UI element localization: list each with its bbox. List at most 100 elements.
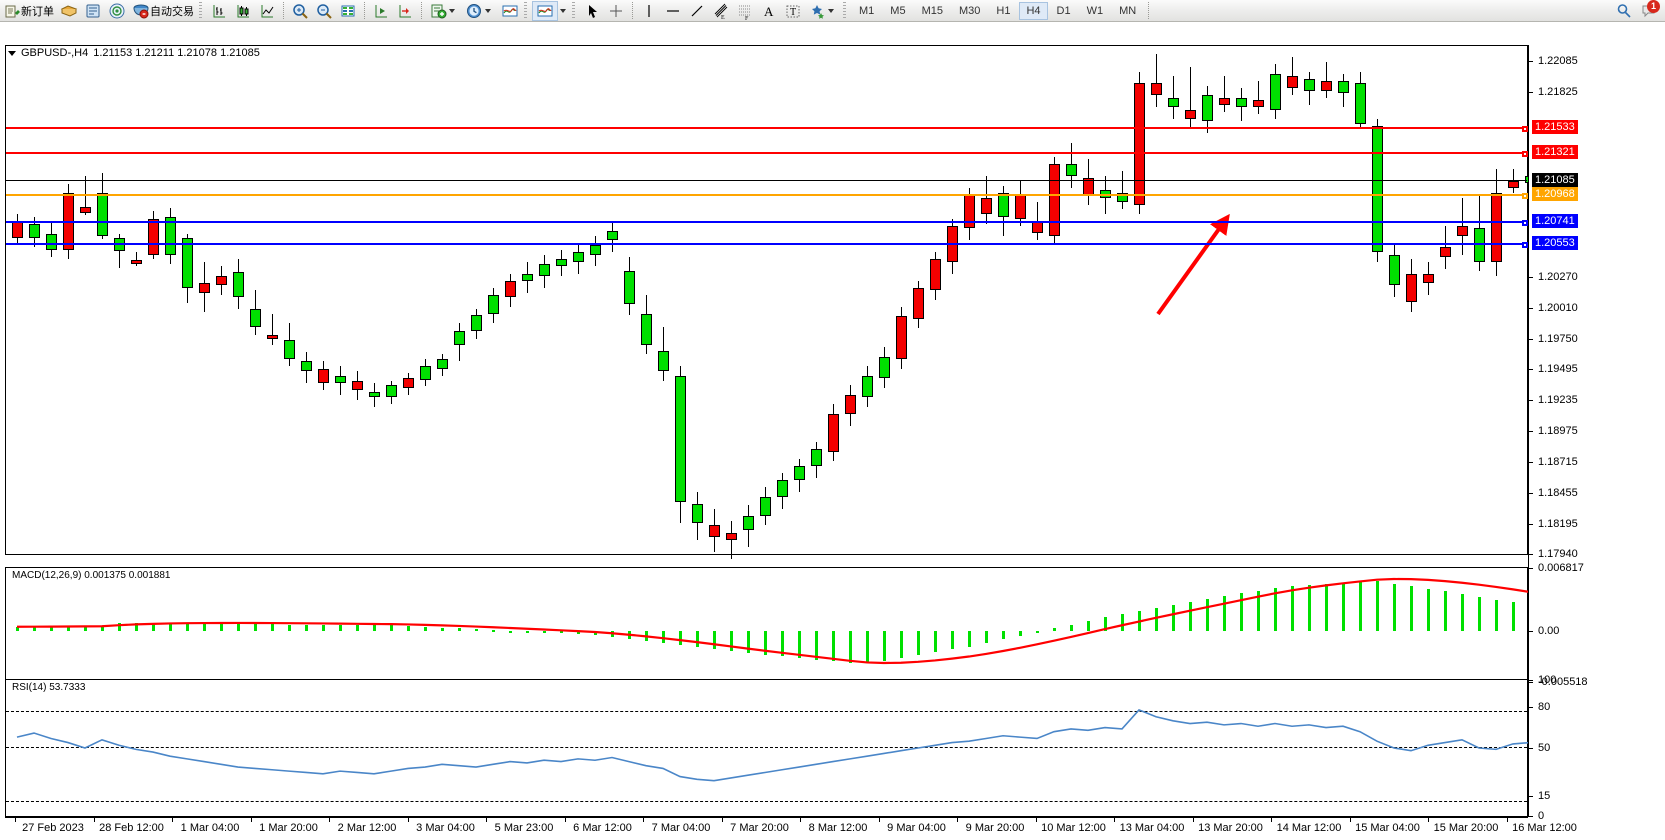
horizontal-line-button[interactable] <box>661 1 685 21</box>
price-tag-resistance-1[interactable]: 1.21533 <box>1532 120 1578 135</box>
chart-shift-button[interactable] <box>393 1 417 21</box>
candle-body <box>742 515 754 531</box>
svg-text:A: A <box>764 4 774 19</box>
level-handle[interactable] <box>1522 220 1528 227</box>
price-tag-resistance-2[interactable]: 1.21321 <box>1532 145 1578 160</box>
chart-template-button[interactable] <box>532 0 558 21</box>
templates-button[interactable] <box>498 1 522 21</box>
chevron-down-icon[interactable] <box>485 8 491 13</box>
timeframe-mn[interactable]: MN <box>1119 4 1137 17</box>
level-line-pivot[interactable] <box>6 193 1528 200</box>
price-tag-pivot[interactable]: 1.20968 <box>1532 187 1578 202</box>
crosshair-button[interactable] <box>604 1 628 21</box>
chevron-down-icon[interactable] <box>449 8 455 13</box>
level-handle[interactable] <box>1522 242 1528 249</box>
level-handle[interactable] <box>1522 193 1528 200</box>
bar-chart-button[interactable] <box>207 1 231 21</box>
price-scale[interactable]: 1.22085 1.21825 1.20270 1.20010 1.19750 1.194… <box>1528 45 1665 822</box>
level-line-current-price[interactable] <box>6 180 1527 182</box>
text-button[interactable]: A <box>757 1 781 21</box>
price-tag-current-price[interactable]: 1.21085 <box>1532 173 1578 188</box>
cursor-button[interactable] <box>580 1 604 21</box>
fibonacci-button[interactable]: F <box>733 1 757 22</box>
candle-body <box>283 340 295 360</box>
price-pane[interactable] <box>5 45 1536 559</box>
candle-body <box>266 335 278 339</box>
rsi-level-15 <box>6 801 1527 802</box>
timeframe-m5[interactable]: M5 <box>890 4 906 17</box>
period-button[interactable] <box>462 1 498 21</box>
chevron-down-icon[interactable] <box>560 8 566 13</box>
auto-scroll-button[interactable] <box>369 1 393 21</box>
time-mark <box>1192 818 1194 822</box>
signal-button[interactable] <box>105 1 129 21</box>
level-handle[interactable] <box>1522 151 1528 158</box>
chart-window-icon <box>536 2 554 20</box>
chevron-down-icon[interactable] <box>8 50 16 56</box>
candle-body <box>198 283 210 293</box>
alerts-icon[interactable]: 1 <box>1641 0 1660 20</box>
candle-body <box>1269 73 1281 110</box>
macd-bar <box>967 631 971 647</box>
price-tag-support-1[interactable]: 1.20741 <box>1532 214 1578 229</box>
macd-bar <box>202 623 206 631</box>
bullish-arrow[interactable] <box>1156 213 1230 316</box>
price-tick: 1.21825 <box>1529 86 1578 98</box>
level-line-resistance-1[interactable] <box>6 126 1528 133</box>
macd-bar <box>321 624 325 631</box>
equidistant-channel-button[interactable]: E <box>709 1 733 21</box>
timeframe-h4[interactable]: H4 <box>1019 1 1048 20</box>
macd-pane[interactable]: MACD(12,26,9) 0.001375 0.001881 <box>5 567 1532 683</box>
new-order-button[interactable]: 新订单 <box>0 1 57 21</box>
crosshair-icon <box>607 2 625 20</box>
chart-area[interactable]: GBPUSD-,H4 1.21153 1.21211 1.21078 1.210… <box>0 22 1665 840</box>
macd-bar <box>304 624 308 631</box>
rsi-pane[interactable]: RSI(14) 53.7333 <box>5 679 1531 817</box>
text-label-button[interactable]: T <box>781 1 805 21</box>
zoom-out-button[interactable] <box>312 1 336 21</box>
candle-body <box>419 366 431 381</box>
chevron-down-icon[interactable] <box>828 8 834 13</box>
candle-body <box>79 207 91 213</box>
time-mark <box>1506 818 1508 822</box>
time-label: 16 Mar 12:00 <box>1512 822 1577 834</box>
candle-body <box>402 378 414 388</box>
zoom-in-button[interactable] <box>288 1 312 21</box>
vertical-line-button[interactable] <box>637 1 661 21</box>
candle-body <box>1439 247 1451 257</box>
timeframe-h1[interactable]: H1 <box>996 4 1011 17</box>
timeframe-w1[interactable]: W1 <box>1086 4 1104 17</box>
candle-body <box>232 272 244 298</box>
macd-signal-layer <box>16 577 1531 665</box>
time-label: 1 Mar 20:00 <box>259 822 318 834</box>
search-icon[interactable] <box>1615 2 1633 20</box>
auto-trading-button[interactable]: 自动交易 <box>129 1 197 21</box>
time-scale[interactable]: 27 Feb 2023 28 Feb 12:00 1 Mar 04:00 1 Mar … <box>5 817 1577 840</box>
level-handle[interactable] <box>1522 126 1528 133</box>
timeframe-d1[interactable]: D1 <box>1056 4 1071 17</box>
timeframe-m30[interactable]: M30 <box>958 4 981 17</box>
grid-button[interactable] <box>336 1 360 21</box>
macd-bar <box>355 625 359 631</box>
candlestick-chart-button[interactable] <box>231 1 255 21</box>
price-tick: 1.18455 <box>1529 487 1578 499</box>
cursor-icon <box>583 2 601 20</box>
timeframe-m1[interactable]: M1 <box>859 4 875 17</box>
candle-body <box>1099 190 1111 198</box>
macd-bar <box>134 622 138 631</box>
briefcase-button[interactable] <box>57 1 81 21</box>
candle-body <box>708 525 720 538</box>
timeframe-m15[interactable]: M15 <box>921 4 943 17</box>
level-line-support-1[interactable] <box>6 220 1528 227</box>
line-chart-button[interactable] <box>255 1 279 21</box>
shapes-icon <box>808 2 826 20</box>
shapes-button[interactable] <box>805 1 841 21</box>
macd-bar <box>1018 631 1022 636</box>
level-line-resistance-2[interactable] <box>6 151 1528 158</box>
data-window-button[interactable] <box>81 1 105 21</box>
level-line-support-2[interactable] <box>6 242 1528 249</box>
add-indicator-button[interactable] <box>426 1 462 21</box>
candle-body <box>623 271 635 305</box>
price-tag-support-2[interactable]: 1.20553 <box>1532 236 1578 251</box>
trendline-button[interactable] <box>685 1 709 21</box>
